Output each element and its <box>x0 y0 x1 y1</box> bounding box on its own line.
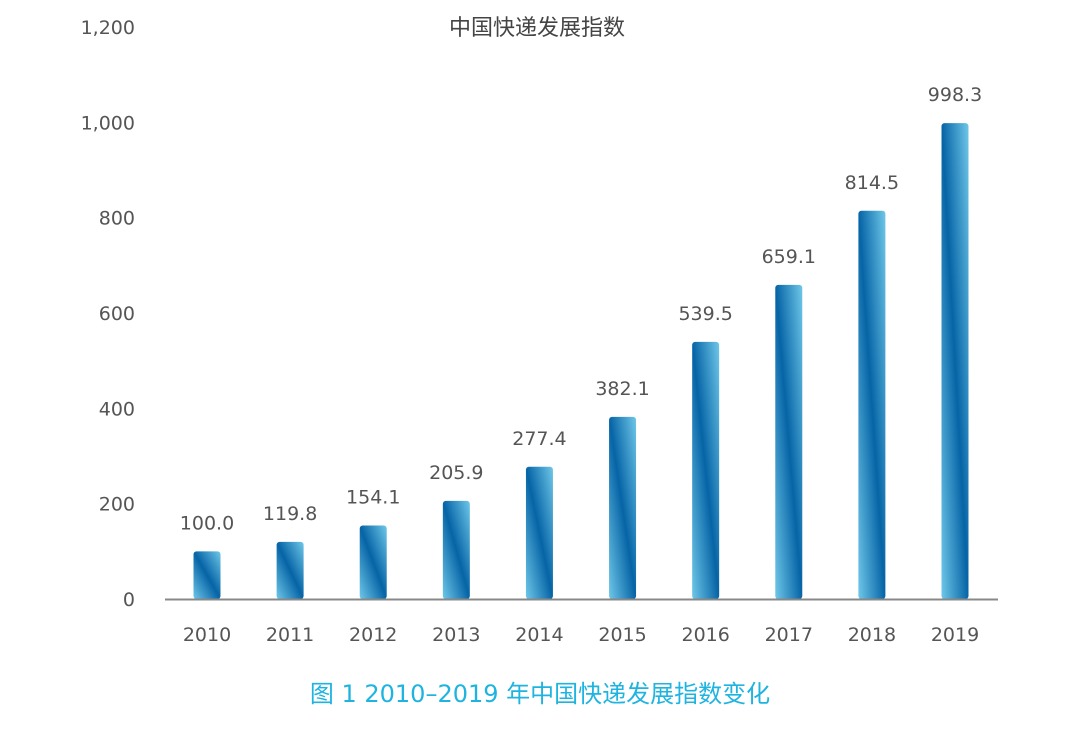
bar-2012 <box>359 525 387 599</box>
chart-title: 中国快递发展指数 <box>449 16 625 41</box>
data-label: 119.8 <box>263 503 317 525</box>
x-tick-label: 2010 <box>183 624 231 646</box>
bar-2019 <box>941 123 969 599</box>
data-label: 659.1 <box>762 246 816 268</box>
x-tick-label: 2015 <box>598 624 646 646</box>
chart-caption: 图 1 2010–2019 年中国快递发展指数变化 <box>310 680 770 708</box>
data-label: 998.3 <box>928 84 982 106</box>
y-tick-label: 1,000 <box>81 112 135 134</box>
data-label: 382.1 <box>595 378 649 400</box>
y-axis: 0 200 400 600 800 1,000 1,200 <box>81 17 135 611</box>
x-tick-label: 2013 <box>432 624 480 646</box>
x-tick-label: 2014 <box>515 624 563 646</box>
bar-2014 <box>525 466 553 599</box>
y-tick-label: 1,200 <box>81 17 135 39</box>
x-tick-label: 2012 <box>349 624 397 646</box>
data-label: 814.5 <box>845 172 899 194</box>
x-tick-label: 2011 <box>266 624 314 646</box>
bars: 100.0 119.8 154.1 205.9 277.4 382.1 539.5 659.1… <box>180 84 982 599</box>
data-label: 539.5 <box>678 303 732 325</box>
x-tick-label: 2016 <box>681 624 729 646</box>
x-tick-label: 2018 <box>848 624 896 646</box>
bar-2016 <box>692 341 720 599</box>
data-label: 154.1 <box>346 487 400 509</box>
x-tick-label: 2017 <box>765 624 813 646</box>
bar-2018 <box>858 210 886 599</box>
bar-2015 <box>609 416 637 599</box>
bar-2011 <box>276 541 304 599</box>
y-tick-label: 400 <box>99 398 135 420</box>
data-label: 277.4 <box>512 428 566 450</box>
bar-2010 <box>193 551 221 599</box>
bar-2017 <box>775 284 803 599</box>
data-label: 100.0 <box>180 512 234 534</box>
y-tick-label: 200 <box>99 494 135 516</box>
x-axis: 2010 2011 2012 2013 2014 2015 2016 2017 2018 2019 <box>183 624 979 646</box>
data-label: 205.9 <box>429 462 483 484</box>
y-tick-label: 0 <box>123 589 135 611</box>
bar-2013 <box>442 500 470 599</box>
x-tick-label: 2019 <box>931 624 979 646</box>
y-tick-label: 600 <box>99 303 135 325</box>
y-tick-label: 800 <box>99 208 135 230</box>
